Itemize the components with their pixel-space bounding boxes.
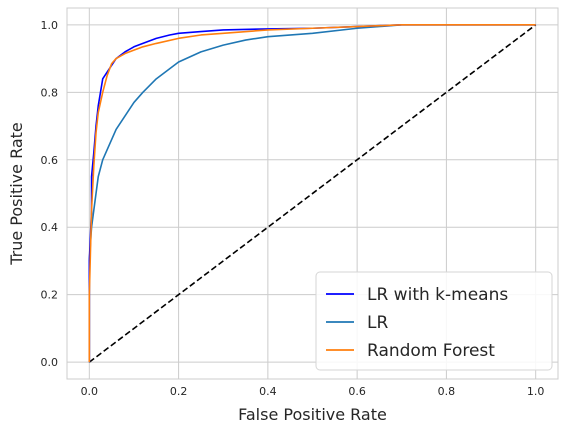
x-tick-label: 0.0	[81, 385, 99, 398]
reference-diagonal-line	[88, 24, 537, 363]
y-tick-label: 0.2	[41, 289, 59, 302]
plot-frame	[66, 7, 559, 380]
y-tick-label: 0.0	[41, 356, 59, 369]
y-tick-labels: 0.0 0.2 0.4 0.6 0.8 1.0	[41, 19, 59, 369]
x-tick-label: 0.2	[170, 385, 188, 398]
y-tick-label: 0.6	[41, 154, 59, 167]
legend: LR with k-means LR Random Forest	[315, 271, 553, 371]
y-tick-label: 0.4	[41, 221, 59, 234]
legend-label: LR	[367, 313, 388, 333]
series-line-random-forest	[88, 24, 536, 363]
x-tick-label: 0.4	[259, 385, 277, 398]
x-tick-labels: 0.0 0.2 0.4 0.6 0.8 1.0	[81, 385, 545, 398]
series-line-lr-with-k-means	[88, 24, 536, 363]
series-lines	[88, 24, 536, 363]
y-axis-label: True Positive Rate	[7, 122, 26, 266]
y-tick-label: 1.0	[41, 19, 59, 32]
reference-diagonal	[88, 24, 537, 363]
legend-label: Random Forest	[367, 341, 495, 361]
x-tick-label: 0.6	[348, 385, 366, 398]
y-tick-label: 0.8	[41, 86, 59, 99]
x-tick-label: 1.0	[527, 385, 545, 398]
legend-label: LR with k-means	[367, 285, 508, 305]
grid	[67, 8, 558, 379]
x-axis-label: False Positive Rate	[238, 405, 387, 424]
legend-box	[315, 271, 553, 371]
series-line-lr	[88, 24, 536, 363]
x-tick-label: 0.8	[438, 385, 456, 398]
